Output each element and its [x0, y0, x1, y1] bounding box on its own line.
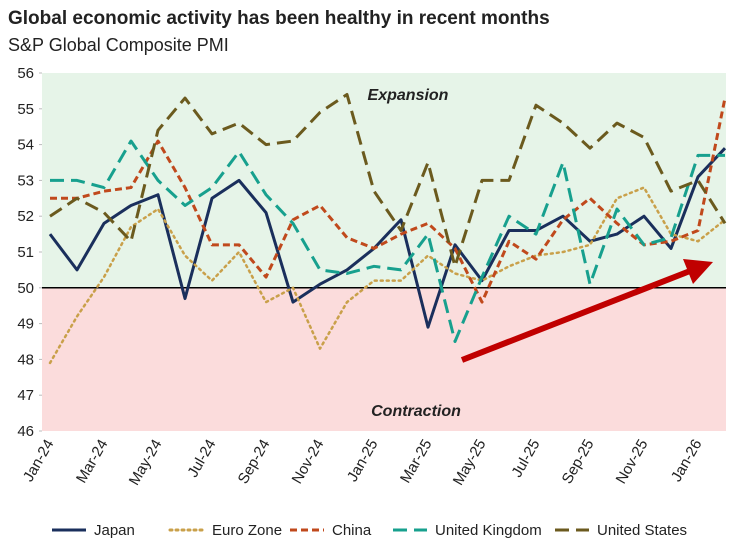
legend-item: United Kingdom [393, 522, 542, 539]
annotation: Contraction [371, 403, 461, 420]
y-tick-label: 54 [17, 137, 34, 154]
y-tick-label: 47 [17, 387, 34, 404]
contraction-band [42, 287, 726, 431]
y-tick-label: 56 [17, 65, 34, 82]
annotation: Expansion [368, 87, 449, 104]
series-line [48, 147, 727, 329]
legend-label: United States [597, 522, 687, 539]
x-tick-label: Nov-24 [289, 437, 328, 487]
x-tick-label: Jan-26 [668, 437, 706, 485]
x-tick-label: Jul-24 [184, 437, 219, 481]
legend-label: Euro Zone [212, 522, 282, 539]
legend-item: China [290, 522, 372, 539]
x-tick-label: Jan-24 [20, 437, 58, 485]
x-tick-label: Mar-25 [397, 437, 435, 487]
y-tick-label: 49 [17, 316, 34, 333]
x-tick-label: Jul-25 [508, 437, 543, 481]
series-line [50, 97, 727, 304]
y-tick-label: 48 [17, 351, 34, 368]
y-tick-label: 46 [17, 423, 34, 440]
x-tick-label: May-24 [126, 437, 166, 489]
y-tick-label: 52 [17, 208, 34, 225]
series-line [49, 92, 727, 268]
x-tick-label: Jan-25 [344, 437, 382, 485]
legend-item: United States [555, 522, 687, 539]
x-tick-label: Sep-25 [559, 437, 598, 487]
trend-arrow [460, 259, 713, 363]
chart-title: Global economic activity has been health… [8, 8, 550, 29]
x-tick-label: Mar-24 [73, 437, 111, 487]
series-line [50, 139, 725, 343]
chart-subtitle: S&P Global Composite PMI [8, 35, 229, 55]
expansion-band [42, 73, 726, 288]
x-tick-label: Nov-25 [613, 437, 652, 487]
legend-label: Japan [94, 522, 135, 539]
y-tick-label: 55 [17, 101, 34, 118]
x-tick-label: May-25 [450, 437, 490, 489]
legend-label: China [332, 522, 372, 539]
legend-item: Japan [52, 522, 135, 539]
legend-item: Euro Zone [168, 522, 282, 539]
x-tick-label: Sep-24 [235, 437, 274, 487]
y-tick-label: 51 [17, 244, 34, 261]
y-tick-label: 53 [17, 172, 34, 189]
y-tick-label: 50 [17, 280, 34, 297]
legend-label: United Kingdom [435, 522, 542, 539]
series-line [48, 186, 727, 365]
